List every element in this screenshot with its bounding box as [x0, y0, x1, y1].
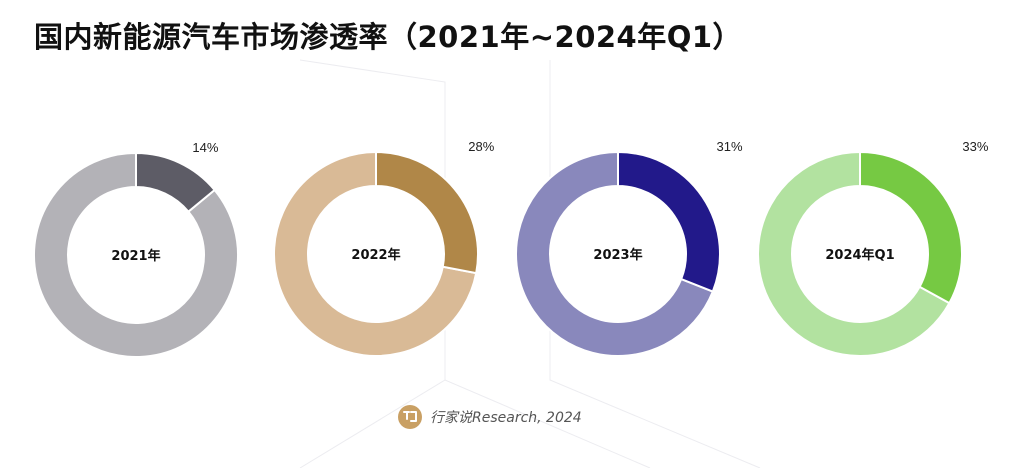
- donut-percent-label: 33%: [962, 139, 988, 154]
- donut-chart-1: 2021年 14%: [33, 140, 239, 358]
- donut-slice-remainder: [273, 150, 478, 357]
- donut-chart-3: 2023年 31%: [515, 139, 743, 357]
- donut-chart-4: 2024年Q1 33%: [757, 139, 989, 357]
- donut-center-label: 2021年: [111, 248, 160, 264]
- donut-slice-value: [135, 151, 217, 214]
- donut-slice-value: [859, 150, 963, 305]
- page-title: 国内新能源汽车市场渗透率（2021年~2024年Q1）: [34, 20, 743, 54]
- speech-bubble-logo-icon: [398, 405, 422, 429]
- donut-center-label: 2024年Q1: [825, 247, 894, 263]
- donut-center-label: 2023年: [593, 247, 642, 263]
- donut-slice-value: [617, 150, 721, 293]
- donut-center-label: 2022年: [351, 247, 400, 263]
- donut-slice-remainder: [757, 150, 951, 357]
- donut-chart-2: 2022年 28%: [273, 139, 495, 357]
- donut-percent-label: 28%: [468, 139, 494, 154]
- donut-percent-label: 31%: [717, 139, 743, 154]
- donut-slice-remainder: [515, 150, 715, 357]
- source-credit: 行家说Research, 2024: [398, 404, 582, 430]
- donut-slice-value: [375, 150, 479, 275]
- donut-slice-remainder: [33, 151, 239, 358]
- source-text: 行家说Research, 2024: [430, 410, 582, 426]
- donut-percent-label: 14%: [192, 140, 218, 155]
